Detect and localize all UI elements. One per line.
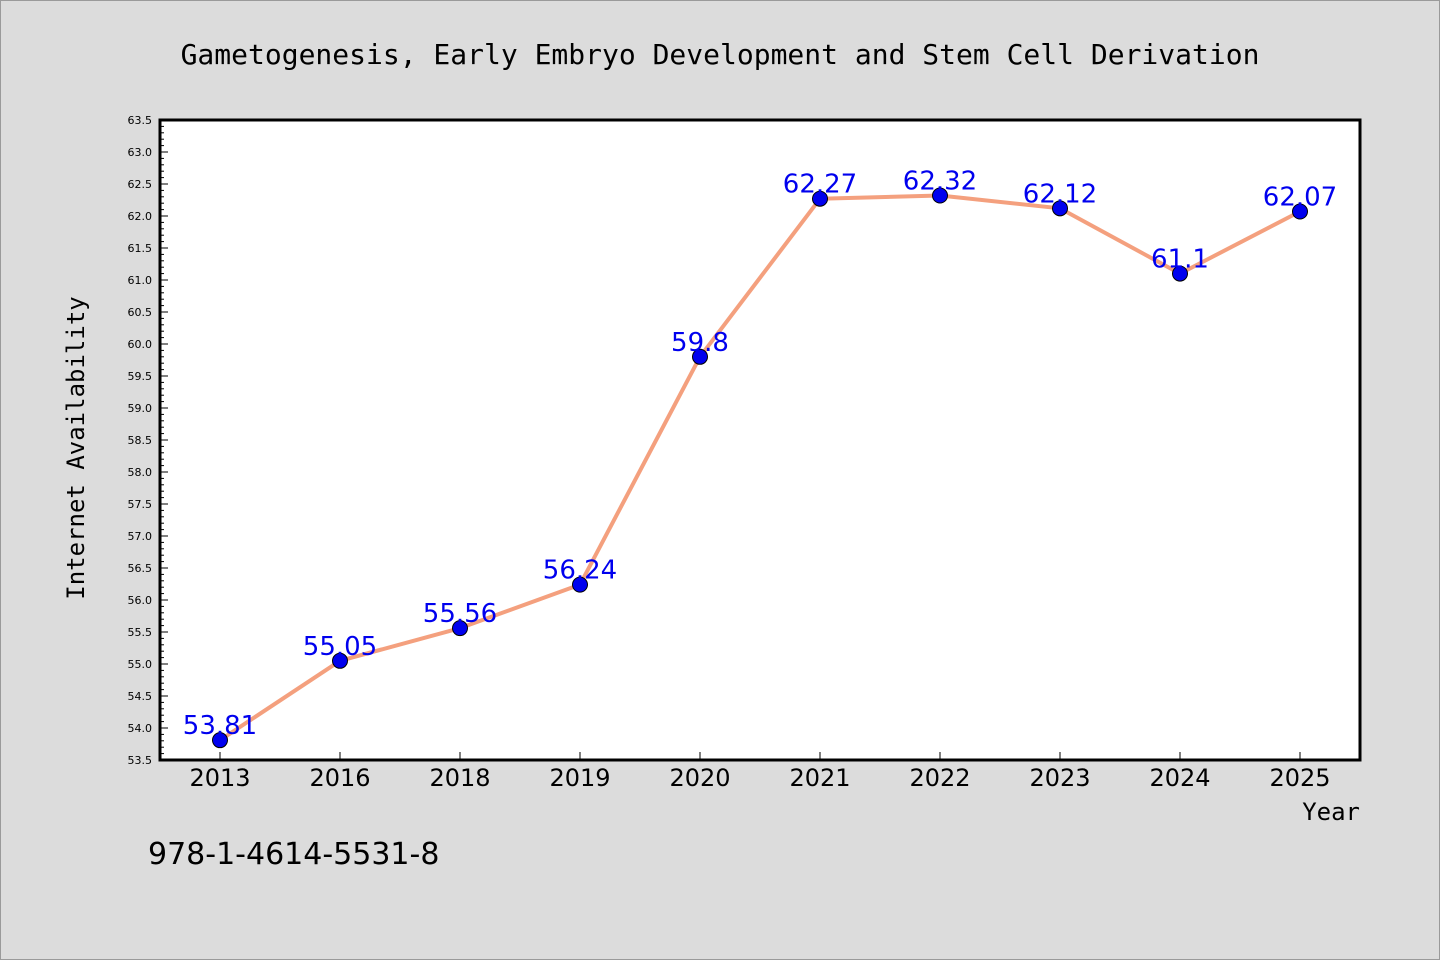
series-line bbox=[218, 193, 1301, 742]
y-tick-label: 54.0 bbox=[128, 722, 153, 735]
y-tick-label: 59.5 bbox=[128, 370, 153, 383]
x-tick-label: 2022 bbox=[909, 764, 970, 792]
y-tick-label: 55.0 bbox=[128, 658, 153, 671]
y-tick-label: 60.0 bbox=[128, 338, 153, 351]
data-point bbox=[212, 732, 228, 749]
x-axis-label: Year bbox=[1302, 798, 1360, 826]
data-label: 62.12 bbox=[1023, 179, 1097, 209]
data-label: 62.32 bbox=[903, 167, 977, 197]
chart-title: Gametogenesis, Early Embryo Development … bbox=[181, 38, 1260, 71]
y-tick-label: 55.5 bbox=[128, 626, 153, 639]
x-tick-label: 2020 bbox=[669, 764, 730, 792]
x-tick-label: 2013 bbox=[189, 764, 250, 792]
data-point bbox=[692, 348, 708, 365]
data-point bbox=[572, 576, 588, 593]
data-point bbox=[932, 187, 948, 204]
y-tick-label: 53.5 bbox=[128, 754, 153, 767]
y-tick-label: 63.0 bbox=[128, 146, 153, 159]
data-point bbox=[332, 652, 348, 669]
y-tick-label: 63.5 bbox=[128, 114, 153, 127]
x-tick-label: 2023 bbox=[1029, 764, 1090, 792]
y-tick-label: 58.0 bbox=[128, 466, 153, 479]
isbn-text: 978-1-4614-5531-8 bbox=[148, 837, 439, 872]
data-label: 55.05 bbox=[303, 632, 377, 662]
y-tick-label: 61.5 bbox=[128, 242, 153, 255]
data-point bbox=[1052, 200, 1068, 217]
x-tick-label: 2016 bbox=[309, 764, 370, 792]
y-tick-label: 62.5 bbox=[128, 178, 153, 191]
x-tick-label: 2018 bbox=[429, 764, 490, 792]
data-label: 61.1 bbox=[1151, 245, 1209, 275]
x-axis: 2013 2016 2018 2019 2020 2021 2022 2023 2024 2025 bbox=[189, 752, 1331, 792]
data-label: 55.56 bbox=[423, 599, 497, 629]
y-tick-label: 56.5 bbox=[128, 562, 153, 575]
y-tick-label: 59.0 bbox=[128, 402, 153, 415]
x-tick-label: 2025 bbox=[1269, 764, 1330, 792]
x-tick-label: 2024 bbox=[1149, 764, 1210, 792]
data-label: 53.81 bbox=[183, 711, 257, 741]
y-tick-label: 62.0 bbox=[128, 210, 153, 223]
y-tick-label: 60.5 bbox=[128, 306, 153, 319]
y-tick-label: 61.0 bbox=[128, 274, 153, 287]
y-axis: 53.5 54.0 54.5 55.0 55.5 56.0 56.5 57.0 57.5 58.0… bbox=[128, 114, 168, 767]
data-point bbox=[812, 190, 828, 207]
series-layer: 53.81 55.05 55.56 56.24 59.8 62.27 62.32 62.12 6… bbox=[183, 167, 1337, 749]
data-point bbox=[1292, 203, 1308, 220]
data-point bbox=[1172, 265, 1188, 282]
data-label: 59.8 bbox=[671, 328, 729, 358]
data-label: 56.24 bbox=[543, 556, 617, 586]
y-axis-label: Internet Availability bbox=[62, 296, 90, 599]
y-tick-label: 57.0 bbox=[128, 530, 153, 543]
x-tick-label: 2021 bbox=[789, 764, 850, 792]
data-point bbox=[452, 620, 468, 637]
y-tick-label: 56.0 bbox=[128, 594, 153, 607]
x-tick-label: 2019 bbox=[549, 764, 610, 792]
y-tick-label: 54.5 bbox=[128, 690, 153, 703]
data-label: 62.27 bbox=[783, 170, 857, 200]
y-tick-label: 57.5 bbox=[128, 498, 153, 511]
y-tick-label: 58.5 bbox=[128, 434, 153, 447]
data-label: 62.07 bbox=[1263, 183, 1337, 213]
